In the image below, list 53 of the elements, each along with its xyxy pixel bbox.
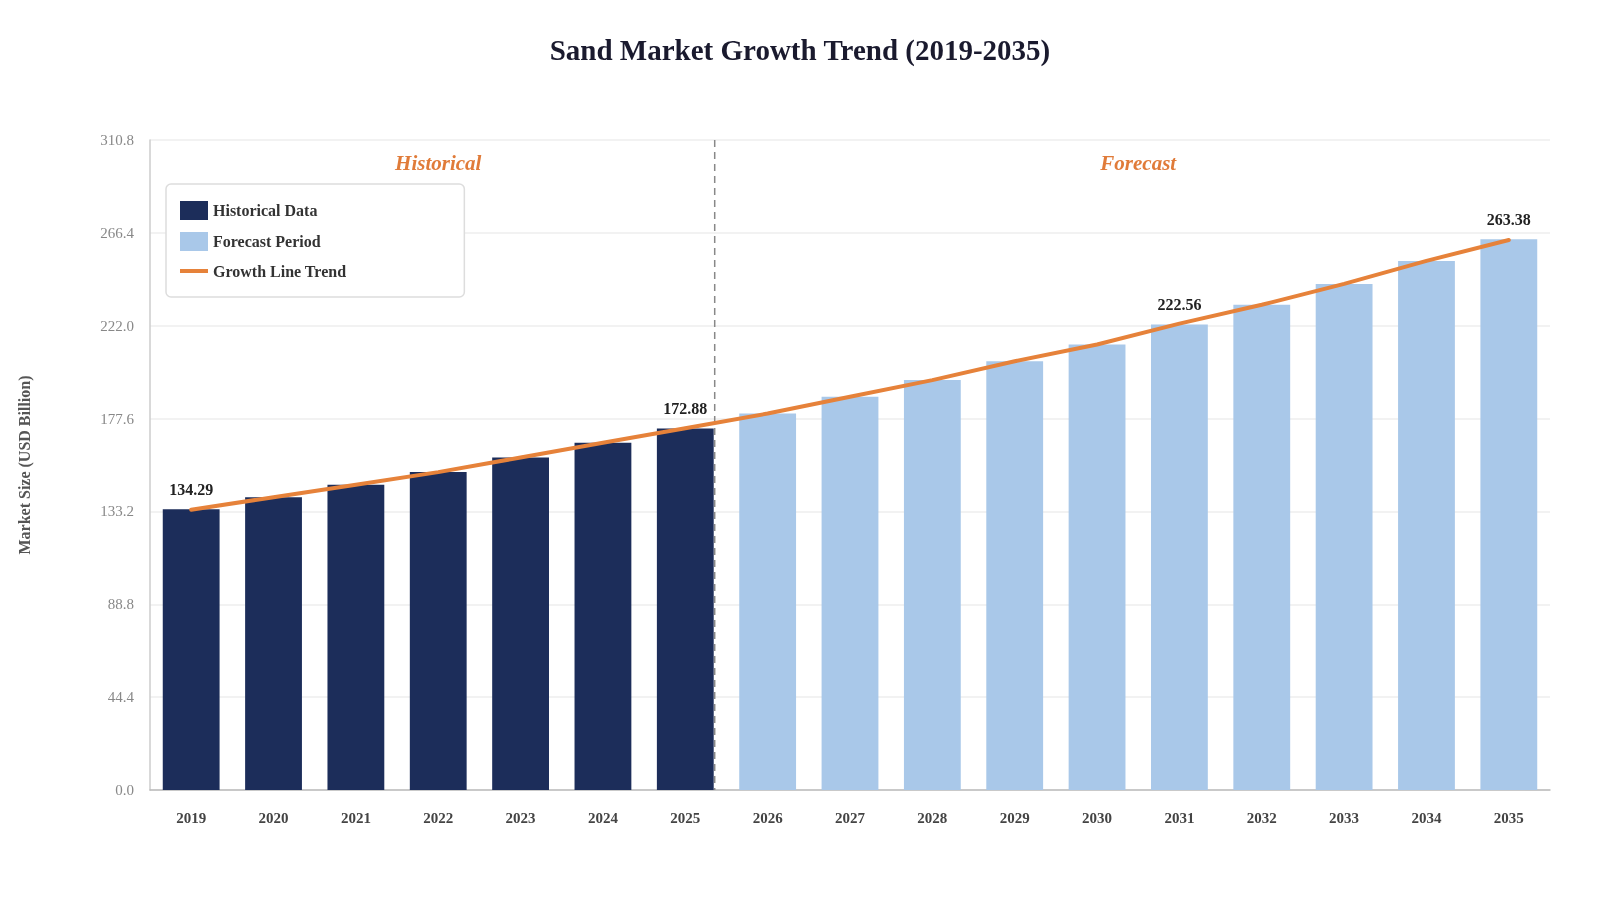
bar <box>1068 344 1126 790</box>
bar <box>986 361 1044 790</box>
x-tick-label: 2034 <box>1411 809 1442 826</box>
y-tick-label: 44.4 <box>107 689 135 706</box>
x-tick-label: 2028 <box>917 809 948 826</box>
bar <box>1233 304 1291 790</box>
data-label: 263.38 <box>1486 210 1531 228</box>
bar <box>739 413 797 790</box>
x-tick-label: 2027 <box>835 809 866 826</box>
x-tick-label: 2019 <box>176 809 207 826</box>
x-tick-label: 2023 <box>505 809 536 826</box>
x-tick-label: 2020 <box>258 809 289 826</box>
chart-title: Sand Market Growth Trend (2019-2035) <box>549 33 1051 67</box>
x-tick-label: 2029 <box>999 809 1030 826</box>
y-tick-label: 310.8 <box>100 132 134 148</box>
bar <box>492 457 549 790</box>
bar <box>409 472 467 790</box>
data-label: 134.29 <box>169 480 214 498</box>
data-label: 222.56 <box>1157 296 1202 314</box>
bar <box>162 509 220 790</box>
legend-label: Growth Line Trend <box>213 262 347 280</box>
x-tick-label: 2032 <box>1246 809 1277 826</box>
bar <box>1151 324 1208 790</box>
x-tick-label: 2022 <box>423 809 454 826</box>
x-tick-label: 2024 <box>587 809 619 826</box>
data-label: 172.88 <box>663 399 708 417</box>
bar <box>245 497 302 790</box>
bar <box>1315 283 1373 790</box>
bar <box>327 484 385 790</box>
y-tick-label: 0.0 <box>115 782 134 798</box>
bar <box>1480 239 1538 790</box>
y-tick-label: 88.8 <box>107 596 134 613</box>
y-axis-title: Market Size (USD Billion) <box>15 375 34 555</box>
x-tick-label: 2021 <box>340 809 371 826</box>
x-tick-label: 2025 <box>670 809 701 826</box>
annotation: Forecast <box>1099 150 1178 175</box>
x-tick-label: 2035 <box>1493 809 1524 826</box>
legend-label: Historical Data <box>213 202 318 219</box>
y-tick-label: 177.6 <box>100 410 135 427</box>
bar <box>821 396 879 790</box>
x-tick-label: 2031 <box>1164 809 1195 826</box>
bar <box>903 380 961 790</box>
bar <box>656 428 714 790</box>
annotation: Historical <box>394 150 482 175</box>
bar <box>574 442 632 790</box>
y-tick-label: 266.4 <box>100 224 135 241</box>
legend-label: Forecast Period <box>213 233 321 250</box>
x-tick-label: 2026 <box>752 809 784 826</box>
x-tick-label: 2033 <box>1329 809 1360 826</box>
x-tick-label: 2030 <box>1082 809 1113 826</box>
y-tick-label: 133.2 <box>100 503 134 520</box>
bar <box>1398 260 1455 790</box>
y-tick-label: 222.0 <box>100 317 134 334</box>
